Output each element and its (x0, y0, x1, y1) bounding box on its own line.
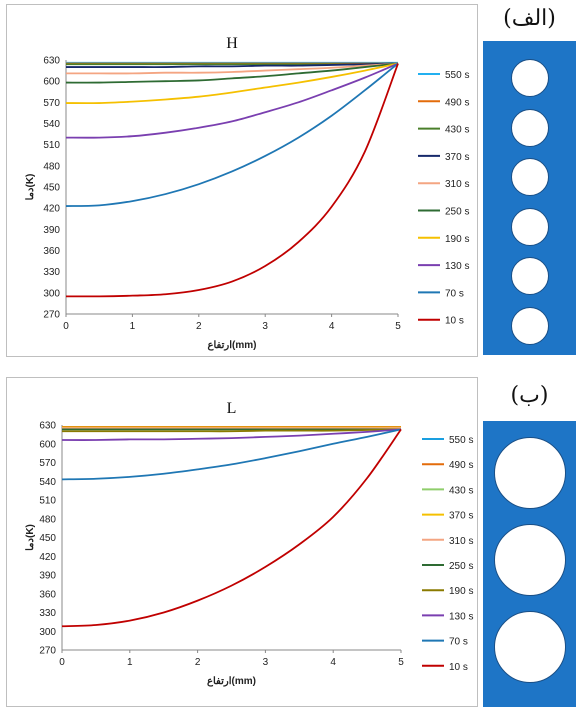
legend-label: 550 s (449, 435, 473, 446)
y-tick-label: 510 (39, 496, 56, 507)
chart-h: H270300330360390420450480510540570600630… (25, 35, 469, 351)
x-tick-label: 2 (195, 657, 201, 668)
x-tick-label: 1 (127, 657, 133, 668)
legend-label: 10 s (449, 662, 468, 673)
x-tick-label: 0 (59, 657, 65, 668)
y-tick-label: 330 (39, 608, 56, 619)
series-line-70s (61, 428, 402, 481)
legend-label: 190 s (445, 234, 469, 245)
legend-label: 130 s (445, 261, 469, 272)
legend-label: 310 s (449, 536, 473, 547)
x-tick-label: 5 (395, 321, 401, 332)
y-tick-label: 600 (39, 439, 56, 450)
cooling-hole (493, 524, 566, 596)
y-tick-label: 570 (43, 98, 60, 109)
panel-a: H 270 300 330 360 390 420 450 480 510 540 570 600 630… (0, 0, 580, 357)
panel-b: L 270 300 330 360 390 420 450 480 510 540 570 600 630… (0, 353, 580, 707)
series-line-190s (65, 62, 399, 105)
series-line-310s (66, 62, 399, 75)
y-tick-label: 450 (39, 533, 56, 544)
chart-title: H (226, 35, 238, 52)
chart-title: L (227, 400, 237, 417)
legend-label: 250 s (445, 207, 469, 218)
x-tick-label: 2 (196, 321, 202, 332)
cooling-hole (510, 108, 549, 147)
y-tick-label: 300 (43, 288, 60, 299)
cross-section-three-holes (483, 421, 576, 707)
cross-section-six-holes (483, 41, 576, 355)
cooling-hole (510, 307, 549, 345)
y-tick-label: 390 (43, 225, 60, 236)
y-tick-label: 630 (39, 421, 56, 432)
legend-label: 70 s (445, 288, 464, 299)
chart-frame-l: L 270 300 330 360 390 420 450 480 510 540 570 600 630… (6, 377, 478, 707)
chart-frame-h: H 270 300 330 360 390 420 450 480 510 540 570 600 630… (6, 4, 478, 357)
y-axis-label: دما(K) (25, 174, 36, 201)
y-tick-label: 360 (43, 246, 60, 257)
y-tick-label: 450 (43, 183, 60, 194)
side-label-be: (ب) (510, 383, 549, 408)
chart-l: L270300330360390420450480510540570600630… (25, 400, 473, 687)
x-tick-label: 4 (330, 657, 336, 668)
legend-label: 430 s (449, 485, 473, 496)
cooling-hole (493, 611, 566, 683)
cooling-hole (493, 437, 566, 509)
legend-label: 310 s (445, 179, 469, 190)
legend-label: 490 s (449, 460, 473, 471)
series-line-130s (61, 428, 402, 441)
series-line-370s (65, 62, 399, 69)
x-axis-label: ارتفاع(mm) (208, 340, 257, 351)
series-line-130s (65, 62, 399, 139)
cooling-hole (510, 257, 549, 296)
y-tick-label: 630 (43, 56, 60, 67)
legend-label: 370 s (449, 511, 473, 522)
legend-label: 190 s (449, 586, 473, 597)
cooling-hole (510, 207, 549, 246)
y-tick-label: 540 (43, 119, 60, 130)
x-tick-label: 3 (263, 657, 269, 668)
y-tick-label: 600 (43, 77, 60, 88)
x-tick-label: 4 (329, 321, 335, 332)
legend-label: 550 s (445, 70, 469, 81)
y-tick-label: 480 (43, 161, 60, 172)
y-tick-label: 270 (39, 646, 56, 657)
y-tick-label: 570 (39, 458, 56, 469)
y-tick-label: 420 (43, 204, 60, 215)
y-axis-label: دما(K) (25, 524, 36, 551)
legend-label: 370 s (445, 152, 469, 163)
legend-label: 70 s (449, 637, 468, 648)
legend-label: 490 s (445, 97, 469, 108)
y-tick-label: 360 (39, 589, 56, 600)
series-line-250s (65, 62, 399, 84)
series-line-190s (62, 428, 402, 433)
series-line-70s (65, 62, 399, 207)
side-label-alef: (الف) (503, 6, 556, 31)
y-tick-label: 390 (39, 571, 56, 582)
x-tick-label: 0 (63, 321, 69, 332)
y-tick-label: 540 (39, 477, 56, 488)
y-tick-label: 300 (39, 627, 56, 638)
series-line-10s (65, 63, 399, 298)
x-axis-label: ارتفاع(mm) (207, 676, 256, 687)
x-tick-label: 5 (398, 657, 404, 668)
y-tick-label: 330 (43, 267, 60, 278)
y-tick-label: 510 (43, 140, 60, 151)
legend-label: 10 s (445, 316, 464, 327)
x-tick-label: 3 (262, 321, 268, 332)
legend-label: 130 s (449, 611, 473, 622)
legend-label: 250 s (449, 561, 473, 572)
y-tick-label: 480 (39, 514, 56, 525)
legend-label: 430 s (445, 125, 469, 136)
x-tick-label: 1 (130, 321, 136, 332)
y-tick-label: 420 (39, 552, 56, 563)
cooling-hole (510, 59, 549, 97)
series-line-10s (61, 428, 402, 628)
y-tick-label: 270 (43, 310, 60, 321)
cooling-hole (510, 158, 549, 197)
